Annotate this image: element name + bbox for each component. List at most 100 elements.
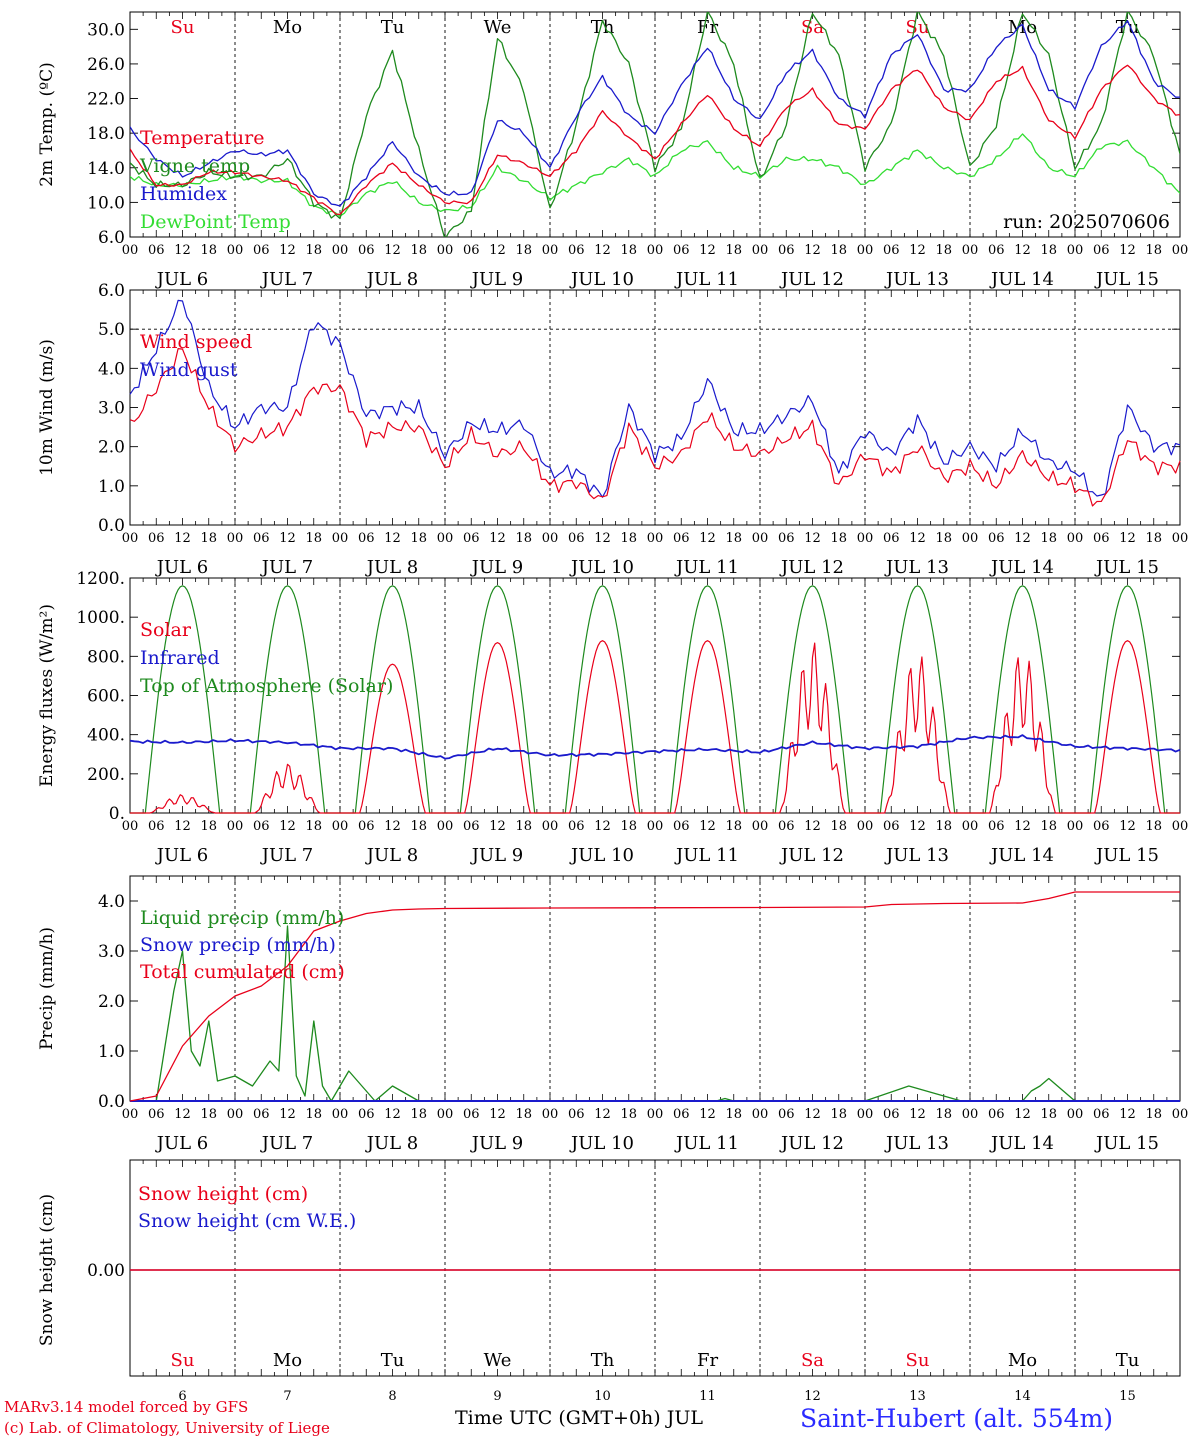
- y-tick-label: 1.0: [98, 1042, 125, 1062]
- series-dewpoint-temp: [130, 133, 1180, 217]
- station-name: Saint-Hubert (alt. 554m): [800, 1404, 1113, 1433]
- weekday-label: Tu: [381, 1350, 405, 1371]
- hour-label: 12: [594, 819, 611, 834]
- hour-label: 12: [1119, 819, 1136, 834]
- date-label: JUL 14: [989, 269, 1054, 290]
- hour-label: 18: [935, 1107, 952, 1122]
- hour-label: 00: [227, 819, 244, 834]
- hour-label: 12: [174, 1107, 191, 1122]
- hour-label: 00: [857, 819, 874, 834]
- hour-label: 12: [174, 531, 191, 546]
- hour-label: 00: [1067, 243, 1084, 258]
- date-label: JUL 8: [365, 269, 419, 290]
- hour-label: 18: [725, 819, 742, 834]
- hour-label: 12: [489, 819, 506, 834]
- hour-label: 06: [778, 531, 795, 546]
- day-number: 8: [388, 1389, 396, 1404]
- hour-label: 00: [752, 1107, 769, 1122]
- hour-label: 00: [962, 819, 979, 834]
- date-label: JUL 11: [674, 1133, 739, 1154]
- hour-label: 06: [673, 531, 690, 546]
- hour-label: 00: [332, 819, 349, 834]
- hour-label: 00: [437, 1107, 454, 1122]
- weekday-label: Mo: [273, 17, 302, 38]
- date-label: JUL 9: [470, 845, 524, 866]
- date-label: JUL 13: [884, 845, 949, 866]
- hour-label: 00: [542, 819, 559, 834]
- hour-label: 12: [804, 1107, 821, 1122]
- hour-label: 12: [174, 819, 191, 834]
- y-tick-label: 0.: [109, 804, 125, 824]
- date-label: JUL 11: [674, 269, 739, 290]
- date-label: JUL 6: [155, 1133, 209, 1154]
- hour-label: 00: [542, 1107, 559, 1122]
- date-label: JUL 12: [779, 269, 844, 290]
- hour-label: 12: [174, 243, 191, 258]
- hour-label: 00: [1172, 243, 1189, 258]
- hour-label: 18: [620, 243, 637, 258]
- y-tick-label: 5.0: [98, 320, 125, 340]
- y-tick-label: 4.0: [98, 359, 125, 379]
- date-label: JUL 10: [569, 557, 634, 578]
- hour-label: 06: [463, 819, 480, 834]
- y-tick-label: 3.0: [98, 399, 125, 419]
- hour-label: 12: [699, 243, 716, 258]
- hour-label: 00: [962, 1107, 979, 1122]
- hour-label: 06: [568, 243, 585, 258]
- hour-label: 12: [909, 531, 926, 546]
- date-label: JUL 11: [674, 557, 739, 578]
- y-axis-title: Energy fluxes (W/m²): [37, 604, 57, 787]
- hour-label: 12: [1119, 243, 1136, 258]
- y-tick-label: 14.0: [87, 159, 125, 179]
- series-temperature: [130, 64, 1180, 215]
- hour-label: 06: [1093, 1107, 1110, 1122]
- hour-label: 06: [988, 243, 1005, 258]
- panel-energy: 00 06 12 18 00 06 12 18 00 06 12 18 00 06 12 18 00 06 12 18…: [37, 569, 1188, 866]
- day-number: 15: [1119, 1389, 1136, 1404]
- weekday-label: Su: [906, 1350, 930, 1371]
- hour-label: 12: [1119, 531, 1136, 546]
- date-label: JUL 14: [989, 845, 1054, 866]
- date-label: JUL 9: [470, 1133, 524, 1154]
- hour-label: 12: [384, 243, 401, 258]
- hour-label: 00: [437, 531, 454, 546]
- panel-wind: 00 06 12 18 00 06 12 18 00 06 12 18 00 06 12 18 00 06 12 18…: [37, 281, 1188, 578]
- weekday-label: Th: [591, 1350, 615, 1371]
- date-label: JUL 13: [884, 269, 949, 290]
- y-tick-label: 400.: [87, 726, 125, 746]
- panel-snow: Su Mo Tu We Th Fr Sa Su Mo Tu 0.00 Snow height (cm)…: [37, 1159, 1181, 1404]
- date-label: JUL 6: [155, 845, 209, 866]
- hour-label: 00: [542, 531, 559, 546]
- weekday-label: Su: [171, 17, 195, 38]
- hour-label: 06: [148, 531, 165, 546]
- day-number: 7: [283, 1389, 291, 1404]
- y-tick-label: 6.0: [98, 228, 125, 248]
- legend-entry: Solar: [140, 619, 192, 641]
- y-tick-label: 0.0: [98, 516, 125, 536]
- date-label: JUL 7: [260, 845, 314, 866]
- legend-entry: DewPoint Temp: [140, 211, 291, 233]
- hour-label: 00: [1172, 531, 1189, 546]
- hour-label: 00: [647, 531, 664, 546]
- date-label: JUL 12: [779, 845, 844, 866]
- y-axis-title: 10m Wind (m/s): [37, 339, 57, 476]
- weekday-label: We: [484, 17, 512, 38]
- weekday-label: Su: [171, 1350, 195, 1371]
- hour-label: 12: [489, 1107, 506, 1122]
- day-number: 9: [493, 1389, 501, 1404]
- hour-label: 18: [725, 243, 742, 258]
- hour-label: 06: [988, 819, 1005, 834]
- date-label: JUL 13: [884, 1133, 949, 1154]
- date-label: JUL 15: [1094, 845, 1159, 866]
- hour-label: 06: [988, 531, 1005, 546]
- date-label: JUL 6: [155, 269, 209, 290]
- date-label: JUL 15: [1094, 269, 1159, 290]
- day-number: 13: [909, 1389, 926, 1404]
- day-number: 14: [1014, 1389, 1031, 1404]
- hour-label: 00: [647, 243, 664, 258]
- hour-label: 18: [935, 819, 952, 834]
- date-label: JUL 6: [155, 557, 209, 578]
- day-number: 6: [178, 1389, 186, 1404]
- hour-label: 12: [279, 531, 296, 546]
- hour-label: 00: [647, 1107, 664, 1122]
